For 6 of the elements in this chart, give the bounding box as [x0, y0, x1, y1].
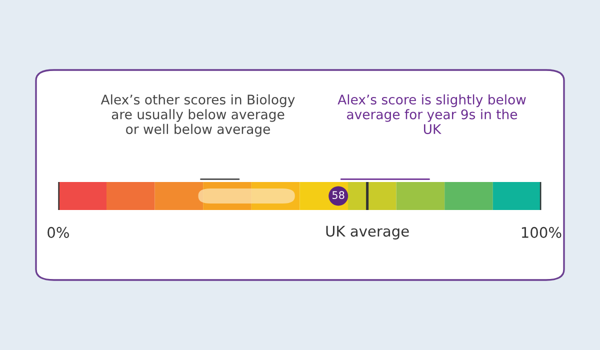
text: Alex’s other scores in Biology are usually below average or well below average	[100, 94, 295, 137]
ref-line-label: UK average	[326, 226, 409, 240]
annotation: 58	[332, 191, 344, 200]
x-tick-label: 100%	[522, 226, 562, 238]
x-tick-label: 0%	[48, 226, 69, 238]
text: Alex’s score is slightly below average for year 9s in the UK	[338, 94, 526, 134]
